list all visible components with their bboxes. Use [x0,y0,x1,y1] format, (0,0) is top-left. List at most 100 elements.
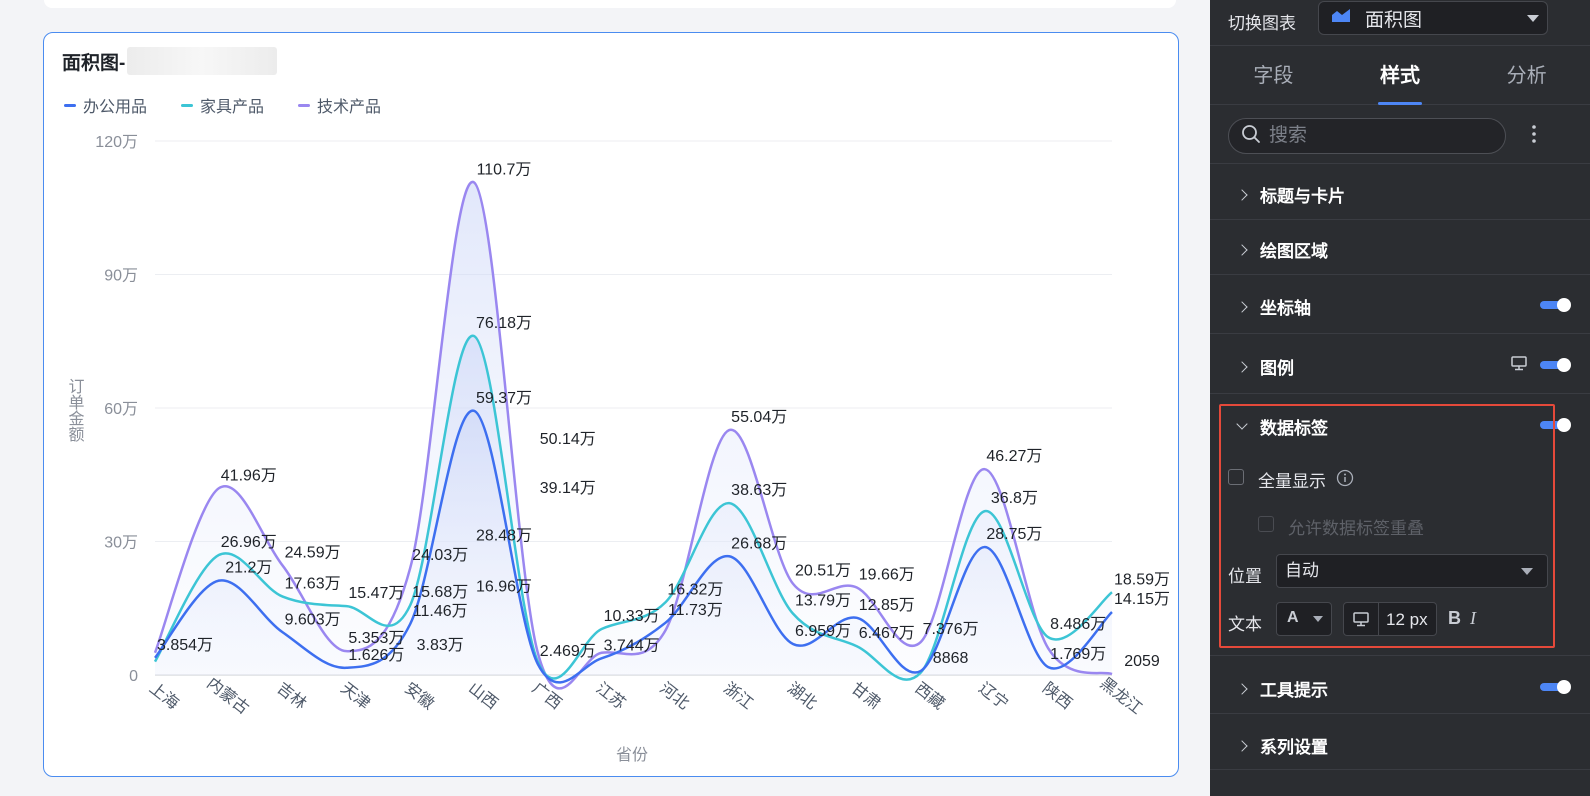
tooltip-toggle[interactable] [1540,680,1571,694]
chart-type-value: 面积图 [1365,9,1423,31]
section-series[interactable]: 系列设置 [1210,714,1590,770]
tab-analysis[interactable]: 分析 [1506,65,1547,87]
data-label: 7.376万 [923,621,979,638]
data-label: 59.37万 [476,390,532,407]
tab-style[interactable]: 样式 [1337,47,1464,105]
data-label: 12.85万 [859,597,915,614]
data-label: 24.59万 [285,545,341,562]
more-icon[interactable] [1524,124,1544,144]
section-label: 系列设置 [1260,738,1328,757]
chevron-down-icon [1236,418,1248,430]
y-axis-label: 订单金额 [66,378,85,442]
data-label: 8.486万 [1050,616,1106,633]
data-label: 5.353万 [348,630,404,647]
font-color-icon: A [1287,609,1299,626]
font-color-picker[interactable]: A [1276,602,1332,636]
font-size-value: 12 px [1386,610,1428,629]
data-label: 55.04万 [731,409,787,426]
data-label: 2.469万 [540,643,596,660]
bold-button[interactable]: B [1448,608,1461,628]
data-label: 24.03万 [412,547,468,564]
x-tick-label: 陕西 [1039,678,1076,713]
legend-item-office[interactable]: 办公用品 [64,93,147,117]
section-header[interactable]: 数据标签 [1236,414,1328,439]
data-label: 28.48万 [476,527,532,544]
legend-marker [298,103,311,107]
section-header: 坐标轴 [1236,294,1311,319]
data-label: 9.603万 [285,611,341,628]
data-label: 76.18万 [476,315,532,332]
axis-toggle[interactable] [1540,298,1571,312]
data-label: 1.769万 [1050,646,1106,663]
chart-type-select[interactable]: 面积图 [1318,1,1548,35]
series-line [154,409,1113,684]
x-tick-label: 甘肃 [848,678,885,713]
data-label: 13.79万 [795,593,851,610]
section-label: 标题与卡片 [1260,187,1345,206]
data-label: 26.96万 [221,534,277,551]
x-tick-label: 江苏 [593,678,630,713]
chevron-right-icon [1236,300,1248,313]
section-data-label: 数据标签 全量显示 允许数据标签重叠 位置 自动 文本 A 12 px B I [1210,394,1590,656]
show-all-checkbox[interactable] [1228,469,1244,485]
legend-label: 家具产品 [200,99,265,116]
panel-tabs: 字段 样式 分析 [1210,47,1590,105]
section-title-card[interactable]: 标题与卡片 [1210,165,1590,220]
tab-fields[interactable]: 字段 [1253,65,1294,87]
data-label: 36.8万 [991,490,1038,507]
section-legend[interactable]: 图例 [1210,334,1590,394]
data-label: 3.854万 [157,637,213,654]
section-header: 工具提示 [1236,676,1328,701]
section-plot-area[interactable]: 绘图区域 [1210,220,1590,275]
data-label: 38.63万 [731,482,787,499]
x-tick-label: 山西 [465,678,502,713]
x-tick-label: 浙江 [720,678,757,713]
chevron-right-icon [1236,188,1248,201]
data-label-toggle[interactable] [1540,418,1571,432]
y-tick-label: 120万 [95,134,138,151]
chevron-down-icon [1521,568,1533,575]
chart-title: 面积图- [62,47,278,75]
section-label: 坐标轴 [1260,299,1311,318]
section-label: 绘图区域 [1260,242,1328,261]
search-box[interactable] [1228,118,1506,154]
section-tooltip[interactable]: 工具提示 [1210,656,1590,714]
area-chart[interactable]: 030万60万90万120万订单金额省份上海 内蒙古 吉林 天津 安徽 山西 广西 江苏 河北浙… [0,0,1210,796]
section-header: 图例 [1236,354,1294,379]
data-label: 11.46万 [413,603,468,620]
legend-toggle[interactable] [1540,358,1571,372]
section-header: 标题与卡片 [1236,182,1345,207]
search-icon [1241,124,1261,149]
chevron-right-icon [1236,243,1248,256]
data-label: 26.68万 [731,535,787,552]
data-label: 6.959万 [795,623,851,640]
section-header: 绘图区域 [1236,237,1328,262]
data-label: 39.14万 [540,480,596,497]
data-label: 18.59万 [1114,571,1170,588]
legend-marker [181,103,194,107]
data-label: 16.32万 [667,581,723,598]
section-axis[interactable]: 坐标轴 [1210,275,1590,334]
y-tick-label: 90万 [104,268,138,285]
legend-item-tech[interactable]: 技术产品 [298,93,381,117]
data-label: 28.75万 [986,526,1042,543]
canvas-area: 面积图- 办公用品 家具产品 技术产品 0 30万 60万 90万 120万 订单金额 省份… [0,0,1210,796]
data-label: 11.73万 [668,602,723,619]
position-select[interactable]: 自动 [1276,554,1548,588]
search-input[interactable] [1269,125,1489,147]
position-value: 自动 [1285,561,1319,580]
italic-button[interactable]: I [1470,608,1476,628]
info-icon[interactable] [1336,469,1354,492]
font-size-input[interactable]: 12 px [1343,602,1437,636]
data-label: 41.96万 [221,467,277,484]
data-label: 21.2万 [225,560,272,577]
allow-overlap-checkbox[interactable] [1258,516,1274,532]
y-tick-label: 0 [129,668,138,685]
allow-overlap-label: 允许数据标签重叠 [1288,519,1424,538]
monitor-icon [1352,611,1370,632]
x-tick-label: 安徽 [401,678,438,713]
monitor-icon[interactable] [1510,355,1528,376]
data-label: 15.47万 [348,585,404,602]
legend-item-furniture[interactable]: 家具产品 [181,93,264,117]
x-tick-label: 内蒙古 [203,673,253,718]
